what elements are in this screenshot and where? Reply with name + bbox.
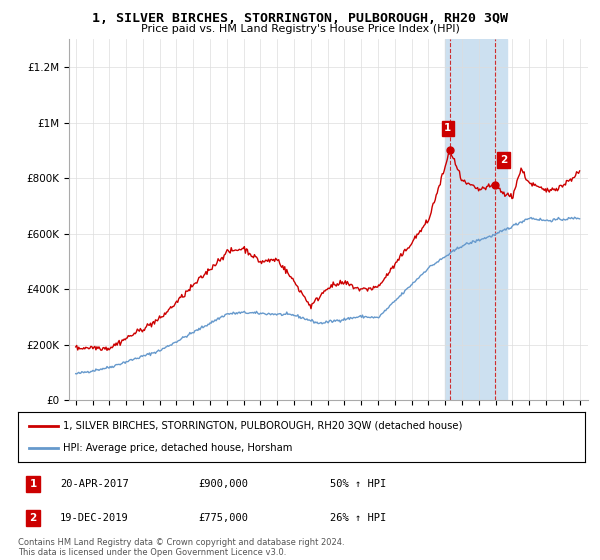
Text: 19-DEC-2019: 19-DEC-2019 [60, 513, 129, 523]
Text: 20-APR-2017: 20-APR-2017 [60, 479, 129, 489]
Text: 1, SILVER BIRCHES, STORRINGTON, PULBOROUGH, RH20 3QW: 1, SILVER BIRCHES, STORRINGTON, PULBOROU… [92, 12, 508, 25]
Text: Price paid vs. HM Land Registry's House Price Index (HPI): Price paid vs. HM Land Registry's House … [140, 24, 460, 34]
Text: 1, SILVER BIRCHES, STORRINGTON, PULBOROUGH, RH20 3QW (detached house): 1, SILVER BIRCHES, STORRINGTON, PULBOROU… [64, 421, 463, 431]
Text: 1: 1 [444, 123, 451, 133]
Text: Contains HM Land Registry data © Crown copyright and database right 2024.
This d: Contains HM Land Registry data © Crown c… [18, 538, 344, 557]
Text: 1: 1 [29, 479, 37, 489]
Text: 26% ↑ HPI: 26% ↑ HPI [330, 513, 386, 523]
Text: HPI: Average price, detached house, Horsham: HPI: Average price, detached house, Hors… [64, 444, 293, 454]
Text: 50% ↑ HPI: 50% ↑ HPI [330, 479, 386, 489]
Text: 2: 2 [29, 513, 37, 523]
Bar [445, 39, 508, 400]
Text: £775,000: £775,000 [198, 513, 248, 523]
Text: £900,000: £900,000 [198, 479, 248, 489]
Text: 2: 2 [500, 155, 507, 165]
